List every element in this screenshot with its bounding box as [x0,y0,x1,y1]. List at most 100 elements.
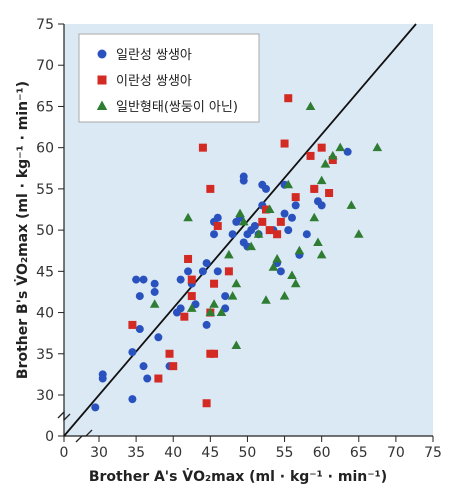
data-point-circle [191,300,200,309]
data-point-circle [221,304,230,313]
data-point-square [280,139,289,148]
data-point-square [180,312,189,321]
data-point-triangle [186,303,197,312]
data-point-triangle [209,299,219,308]
x-tick-label: 35 [127,445,145,461]
data-point-triangle [287,270,297,279]
data-point-triangle [227,291,238,300]
x-axis-title: Brother A's V̇O₂max (ml · kg⁻¹ · min⁻¹) [89,468,387,485]
data-point-triangle [205,307,216,317]
data-point-circle [128,348,137,357]
data-point-square [169,362,178,371]
data-point-triangle [313,237,323,246]
data-point-circle [132,275,141,284]
data-point-square [154,374,163,383]
data-point-circle [128,395,137,404]
y-tick-label: 75 [36,17,54,33]
data-point-circle [202,259,211,268]
y-axis-title: Brother B's V̇O₂max (ml · kg⁻¹ · min⁻¹) [14,81,31,379]
data-point-circle [276,267,285,276]
legend-label: 일반형태(쌍둥이 아닌) [116,100,238,115]
data-point-square [184,254,193,263]
data-point-circle [302,230,311,239]
data-point-triangle [231,340,242,350]
data-point-triangle [346,200,357,209]
data-point-triangle [149,299,160,308]
legend-label: 일란성 쌍생아 [116,48,192,63]
data-point-circle [198,267,207,276]
data-point-circle [210,230,219,239]
data-point-circle [98,370,107,379]
data-point-circle [176,275,185,284]
data-point-triangle [253,229,264,238]
data-point-triangle [316,249,327,259]
x-tick-label: 45 [201,445,219,461]
legend-label: 이란성 쌍생아 [116,74,192,89]
data-point-square [265,226,274,235]
y-tick-label: 65 [36,99,54,115]
data-point-circle [202,320,211,329]
y-tick-label: 45 [36,264,54,280]
data-point-triangle [309,212,320,222]
x-tick-label: 75 [424,445,442,461]
data-point-square [328,156,337,165]
data-point-circle [150,279,159,288]
x-tick-label: 30 [90,445,108,461]
data-point-circle [150,287,159,296]
x-tick-label: 40 [164,445,182,461]
data-point-triangle [231,278,242,288]
data-point-circle [213,267,222,276]
data-point-circle [221,292,230,301]
data-point-square [310,184,319,193]
identity-line [63,23,417,437]
y-tick-label: 40 [36,306,54,322]
data-point-circle [280,209,289,218]
y-tick-label: 50 [36,223,54,239]
y-tick-label: 55 [36,182,54,198]
data-point-circle [139,362,148,371]
data-point-square [165,349,174,358]
data-point-triangle [235,208,245,218]
data-point-square [206,184,215,193]
data-point-circle [250,221,259,230]
data-point-triangle [272,253,282,263]
x-tick-label: 50 [239,445,257,461]
data-point-square [128,320,137,329]
legend-marker-circle [97,49,107,59]
data-point-square [187,275,196,284]
data-point-triangle [320,159,331,168]
data-point-circle [287,213,296,222]
data-point-triangle [372,142,383,152]
data-point-square [317,143,326,152]
data-point-triangle [238,216,249,226]
data-point-triangle [328,150,338,160]
data-point-square [198,143,207,152]
legend-marker-square [97,75,107,85]
data-point-square [187,292,196,301]
x-tick-label: 70 [387,445,405,461]
data-point-square [284,94,293,103]
data-point-square [291,193,300,202]
data-point-circle [243,230,252,239]
x-tick-label: 0 [60,445,69,461]
legend-box [78,33,260,123]
data-point-square [258,217,267,226]
data-point-square [202,399,211,408]
data-point-circle [184,267,193,276]
data-point-circle [317,201,326,210]
data-point-triangle [183,212,193,222]
y-tick-label: 35 [36,347,54,363]
data-point-triangle [305,101,316,110]
data-point-circle [284,226,293,235]
data-point-circle [91,403,100,412]
y-axis-break-icon [57,410,71,422]
y-tick-label: 60 [36,141,54,157]
data-point-triangle [246,241,256,251]
x-axis-break-icon [75,429,93,443]
data-point-circle [135,325,144,334]
data-point-square [262,205,270,214]
data-point-triangle [294,245,305,255]
data-point-square [273,230,282,239]
y-tick-label: 70 [36,58,54,74]
